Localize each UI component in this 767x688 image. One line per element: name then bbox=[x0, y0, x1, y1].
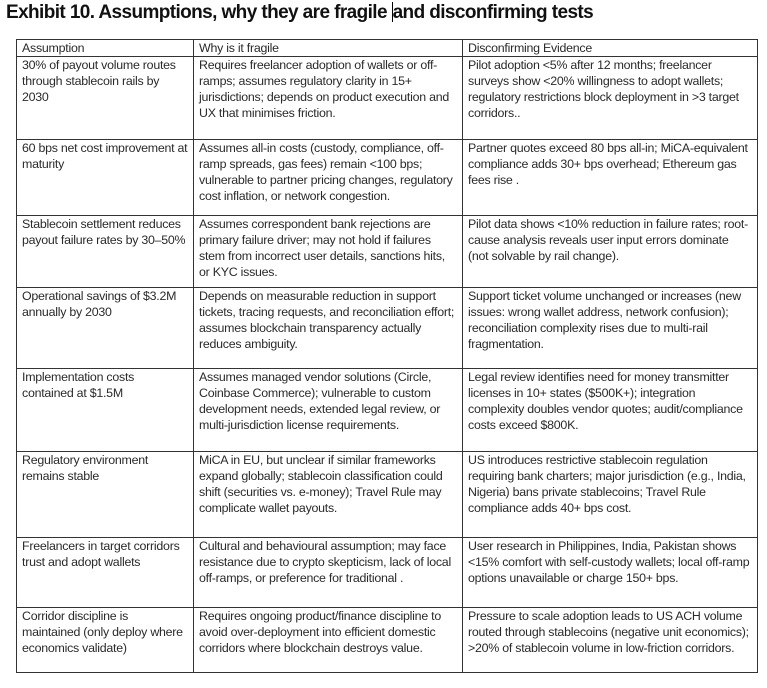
evidence-cell: Pilot data shows <10% reduction in failu… bbox=[462, 215, 758, 288]
assumption-cell: 30% of payout volume routes through stab… bbox=[16, 56, 194, 140]
exhibit-title: Exhibit 10. Assumptions, why they are fr… bbox=[6, 2, 594, 24]
fragility-cell: Assumes correspondent bank rejections ar… bbox=[193, 215, 463, 288]
assumption-cell: Regulatory environment remains stable bbox=[16, 451, 194, 538]
fragility-cell: Depends on measurable reduction in suppo… bbox=[193, 287, 463, 369]
title-text-rest: and disconfirming tests bbox=[392, 2, 594, 23]
evidence-cell: Pilot adoption <5% after 12 months; free… bbox=[462, 56, 758, 140]
table-row: Freelancers in target corridors trust an… bbox=[16, 537, 758, 608]
assumption-cell: Implementation costs contained at $1.5M bbox=[16, 368, 194, 452]
fragility-cell: Assumes all-in costs (custody, complianc… bbox=[193, 139, 463, 216]
assumption-cell: Freelancers in target corridors trust an… bbox=[16, 537, 194, 608]
assumption-cell: Corridor discipline is maintained (only … bbox=[16, 607, 194, 673]
table-row: 30% of payout volume routes through stab… bbox=[16, 56, 758, 140]
table-row: 60 bps net cost improvement at maturity A… bbox=[16, 139, 758, 216]
evidence-cell: User research in Philippines, India, Pak… bbox=[462, 537, 758, 608]
table-row: Stablecoin settlement reduces payout fai… bbox=[16, 215, 758, 288]
evidence-cell: Support ticket volume unchanged or incre… bbox=[462, 287, 758, 369]
fragility-cell: Assumes managed vendor solutions (Circle… bbox=[193, 368, 463, 452]
fragility-cell: Requires freelancer adoption of wallets … bbox=[193, 56, 463, 140]
title-text: Exhibit 10. Assumptions, why they are fr… bbox=[6, 2, 392, 23]
assumption-cell: Stablecoin settlement reduces payout fai… bbox=[16, 215, 194, 288]
evidence-cell: Legal review identifies need for money t… bbox=[462, 368, 758, 452]
fragility-cell: MiCA in EU, but unclear if similar frame… bbox=[193, 451, 463, 538]
table-row: Corridor discipline is maintained (only … bbox=[16, 607, 758, 673]
evidence-cell: US introduces restrictive stablecoin reg… bbox=[462, 451, 758, 538]
table-row: Implementation costs contained at $1.5M A… bbox=[16, 368, 758, 452]
evidence-cell: Pressure to scale adoption leads to US A… bbox=[462, 607, 758, 673]
text-cursor bbox=[391, 2, 393, 22]
assumption-cell: 60 bps net cost improvement at maturity bbox=[16, 139, 194, 216]
header-why-fragile: Why is it fragile bbox=[193, 39, 463, 57]
header-assumption: Assumption bbox=[16, 39, 194, 57]
fragility-cell: Cultural and behavioural assumption; may… bbox=[193, 537, 463, 608]
header-disconfirming-evidence: Disconfirming Evidence bbox=[462, 39, 758, 57]
table-row: Regulatory environment remains stable MiC… bbox=[16, 451, 758, 538]
evidence-cell: Partner quotes exceed 80 bps all-in; MiC… bbox=[462, 139, 758, 216]
table-header-row: Assumption Why is it fragile Disconfirmi… bbox=[16, 39, 758, 57]
assumption-cell: Operational savings of $3.2M annually by… bbox=[16, 287, 194, 369]
table-row: Operational savings of $3.2M annually by… bbox=[16, 287, 758, 369]
fragility-cell: Requires ongoing product/finance discipl… bbox=[193, 607, 463, 673]
assumptions-table: Assumption Why is it fragile Disconfirmi… bbox=[16, 39, 758, 673]
